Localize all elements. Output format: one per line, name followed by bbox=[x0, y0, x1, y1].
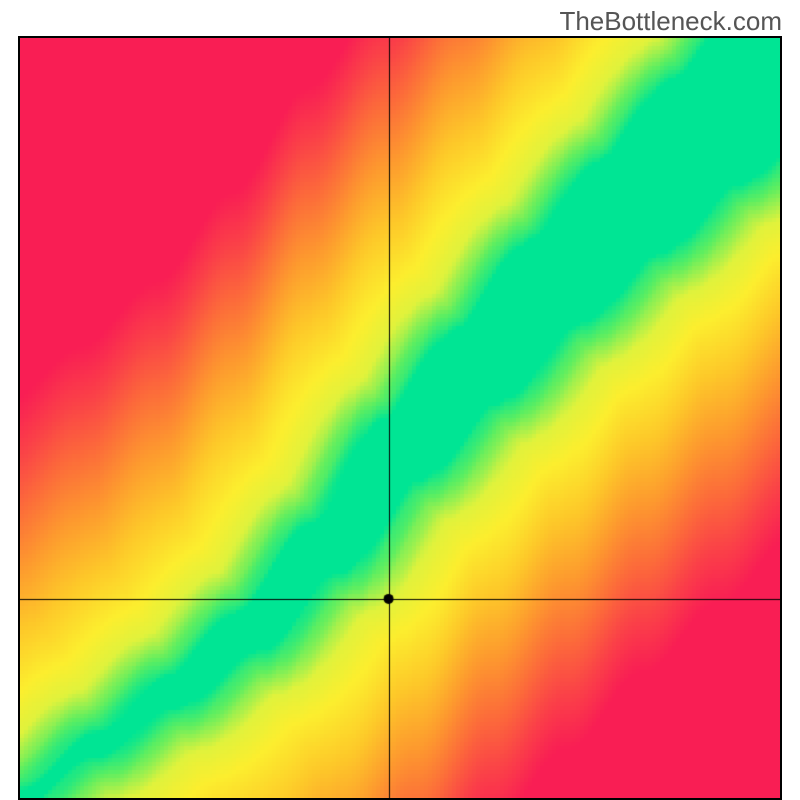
plot-border bbox=[18, 36, 782, 800]
watermark-text: TheBottleneck.com bbox=[559, 6, 782, 37]
figure-container: TheBottleneck.com bbox=[0, 0, 800, 800]
heatmap-canvas bbox=[20, 38, 780, 798]
